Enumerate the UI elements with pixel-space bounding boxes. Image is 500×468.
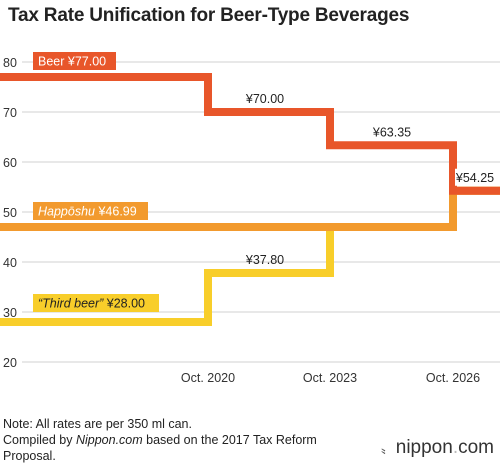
y-tick-label: 40 [3,256,17,270]
step-value-label: ¥54.25 [455,171,494,185]
series-label-box [33,52,116,70]
y-tick-label: 60 [3,156,17,170]
y-tick-label: 70 [3,106,17,120]
chart-canvas: 80 70 60 50 40 30 20 Oct. 2020 Oct. 2023 Oct. 202… [0,52,500,385]
step-value-label: ¥70.00 [245,92,284,106]
nippon-logo: 〟 nippon.com [380,437,494,458]
y-tick-label: 50 [3,206,17,220]
chart-notes: Note: All rates are per 350 ml can. Comp… [3,416,317,464]
series-start-label: Happōshu ¥46.99 [38,205,137,219]
note-line-2: Compiled by Nippon.com based on the 2017… [3,433,317,447]
y-tick-label: 20 [3,356,17,370]
logo-mark-icon: 〟 [380,440,395,456]
chart-title: Tax Rate Unification for Beer-Type Bever… [8,5,410,26]
y-tick-label: 80 [3,56,17,70]
y-tick-label: 30 [3,306,17,320]
value-label-bg [455,168,500,186]
note-line-1: Note: All rates are per 350 ml can. [3,417,192,431]
series-line [0,73,500,195]
series-start-label: Beer ¥77.00 [38,55,106,69]
series-label-box [33,202,148,220]
series-start-label: “Third beer” ¥28.00 [38,297,145,311]
x-tick-label: Oct. 2026 [426,371,480,385]
note-line-3: Proposal. [3,449,56,463]
series-label-box [33,294,159,312]
step-value-label: ¥63.35 [372,125,411,139]
x-tick-label: Oct. 2020 [181,371,235,385]
step-value-label: ¥37.80 [245,253,284,267]
source-name: Nippon.com [75,433,143,447]
x-tick-label: Oct. 2023 [303,371,357,385]
